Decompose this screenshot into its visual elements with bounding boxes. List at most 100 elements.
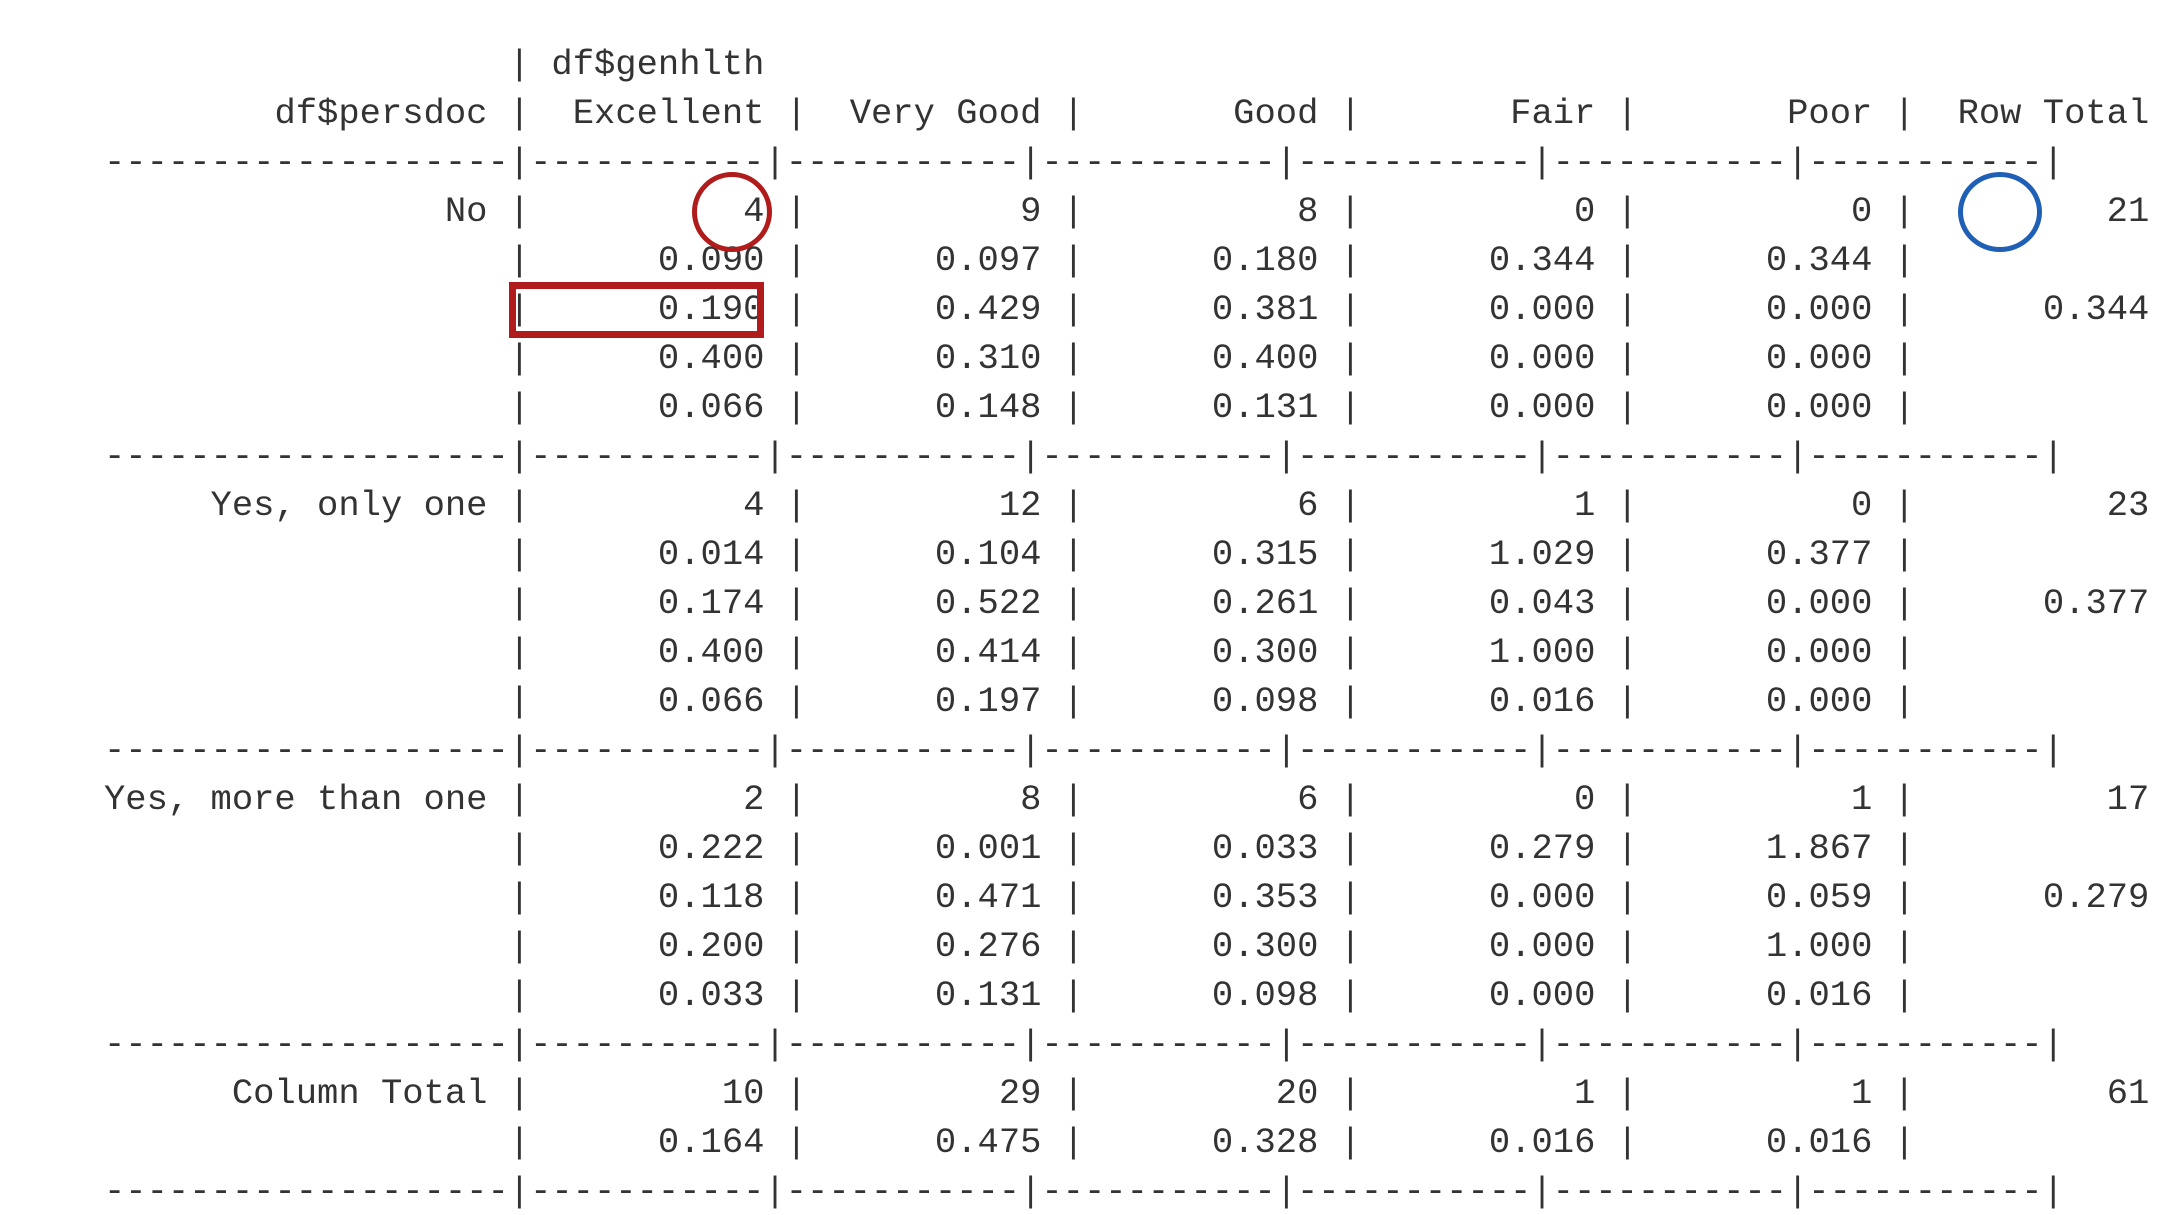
cell: 0.400 <box>657 632 765 673</box>
cell: 0.043 <box>1488 583 1596 624</box>
cell: 1.000 <box>1488 632 1596 673</box>
cell: 0.164 <box>657 1122 765 1163</box>
cell: 0.066 <box>657 387 765 428</box>
cell: 12 <box>998 485 1042 526</box>
console-line: | 0.222 | 0.001 | 0.033 | 0.279 | 1.867 … <box>487 828 1915 869</box>
console-line: Yes, more than one | 2 | 8 | 6 | 0 | 1 |… <box>104 779 2150 820</box>
cell: 0.118 <box>657 877 765 918</box>
cell: 0.414 <box>934 632 1042 673</box>
red-rectangle <box>508 281 765 338</box>
cell: 0.471 <box>934 877 1042 918</box>
cell: 0.310 <box>934 338 1042 379</box>
cell: df$genhlth <box>551 44 765 85</box>
cell: 0.344 <box>1765 240 1873 281</box>
cell: 0.000 <box>1488 877 1596 918</box>
cell: 0.279 <box>2042 877 2150 918</box>
cell: 4 <box>743 485 765 526</box>
cell: 0.180 <box>1211 240 1319 281</box>
console-line: | 0.066 | 0.197 | 0.098 | 0.016 | 0.000 … <box>487 681 1915 722</box>
console-line: | 0.400 | 0.414 | 0.300 | 1.000 | 0.000 … <box>487 632 1915 673</box>
cell: 0.174 <box>657 583 765 624</box>
cell: 0 <box>1851 485 1873 526</box>
blue-circle <box>1957 171 2042 252</box>
console-line: | df$genhlth <box>487 44 765 85</box>
cell: 1 <box>1851 779 1873 820</box>
console-line: | 0.090 | 0.097 | 0.180 | 0.344 | 0.344 … <box>487 240 1915 281</box>
cell: 0.300 <box>1211 926 1319 967</box>
cell: 0.222 <box>657 828 765 869</box>
console-line: | 0.174 | 0.522 | 0.261 | 0.043 | 0.000 … <box>487 583 2150 624</box>
console-line: | 0.400 | 0.310 | 0.400 | 0.000 | 0.000 … <box>487 338 1915 379</box>
cell: 21 <box>2106 191 2150 232</box>
console-line: | 0.066 | 0.148 | 0.131 | 0.000 | 0.000 … <box>487 387 1915 428</box>
cell: 0.279 <box>1488 828 1596 869</box>
cell: 0.001 <box>934 828 1042 869</box>
cell: Very Good <box>849 93 1042 134</box>
console-output: | df$genhlth df$persdoc | Excellent | Ve… <box>104 40 2160 1215</box>
cell: 0.131 <box>934 975 1042 1016</box>
cell: 20 <box>1275 1073 1319 1114</box>
cell: 0 <box>1574 191 1596 232</box>
cell: 6 <box>1297 485 1319 526</box>
cell: Yes, more than one <box>104 779 488 820</box>
cell: Poor <box>1787 93 1873 134</box>
console-line: -------------------|-----------|--------… <box>104 142 2064 183</box>
cell: 0.000 <box>1765 681 1873 722</box>
cell: 0.033 <box>657 975 765 1016</box>
cell: 10 <box>721 1073 765 1114</box>
cell: Yes, only one <box>210 485 488 526</box>
cell: 1 <box>1851 1073 1873 1114</box>
cell: 0.200 <box>657 926 765 967</box>
cell: 0.429 <box>934 289 1042 330</box>
cell: 6 <box>1297 779 1319 820</box>
cell: 1.029 <box>1488 534 1596 575</box>
cell: 0.016 <box>1488 1122 1596 1163</box>
cell: 0.131 <box>1211 387 1319 428</box>
cell: 0.098 <box>1211 975 1319 1016</box>
cell: 0.000 <box>1488 926 1596 967</box>
cell: 0.059 <box>1765 877 1873 918</box>
cell: 0.261 <box>1211 583 1319 624</box>
console-line: | 0.200 | 0.276 | 0.300 | 0.000 | 1.000 … <box>487 926 1915 967</box>
cell: 0.328 <box>1211 1122 1319 1163</box>
cell: 0.104 <box>934 534 1042 575</box>
cell: 0.014 <box>657 534 765 575</box>
cell: 0.016 <box>1765 1122 1873 1163</box>
cell: 0.016 <box>1488 681 1596 722</box>
cell: 0.000 <box>1765 338 1873 379</box>
cell: 0.000 <box>1488 975 1596 1016</box>
cell: 0.475 <box>934 1122 1042 1163</box>
cell: 0.066 <box>657 681 765 722</box>
cell: 61 <box>2106 1073 2150 1114</box>
cell: 29 <box>998 1073 1042 1114</box>
red-circle <box>692 171 773 252</box>
cell: 0.000 <box>1765 289 1873 330</box>
cell: 0.400 <box>1211 338 1319 379</box>
cell: 1 <box>1574 1073 1596 1114</box>
cell: 1.867 <box>1765 828 1873 869</box>
console-line: Column Total | 10 | 29 | 20 | 1 | 1 | 61… <box>231 1073 2150 1114</box>
cell: 0.033 <box>1211 828 1319 869</box>
cell: 0.353 <box>1211 877 1319 918</box>
console-line: -------------------|-----------|--------… <box>104 436 2064 477</box>
cell: 0.148 <box>934 387 1042 428</box>
cell: 1 <box>1574 485 1596 526</box>
console-line: -------------------|-----------|--------… <box>104 1024 2064 1065</box>
console-line: -------------------|-----------|--------… <box>104 730 2064 771</box>
cell: 8 <box>1020 779 1042 820</box>
console-line: | 0.118 | 0.471 | 0.353 | 0.000 | 0.059 … <box>487 877 2150 918</box>
cell: Good <box>1233 93 1319 134</box>
cell: 0 <box>1851 191 1873 232</box>
console-line: | 0.033 | 0.131 | 0.098 | 0.000 | 0.016 … <box>487 975 1915 1016</box>
cell: 0.000 <box>1488 289 1596 330</box>
console-line: -------------------|-----------|--------… <box>104 1171 2064 1212</box>
cell: 0 <box>1574 779 1596 820</box>
cell: 0.000 <box>1488 387 1596 428</box>
cell: 2 <box>743 779 765 820</box>
cell: 0.315 <box>1211 534 1319 575</box>
cell: 0.522 <box>934 583 1042 624</box>
cell: 23 <box>2106 485 2150 526</box>
cell: 0.000 <box>1765 387 1873 428</box>
cell: df$persdoc <box>274 93 488 134</box>
